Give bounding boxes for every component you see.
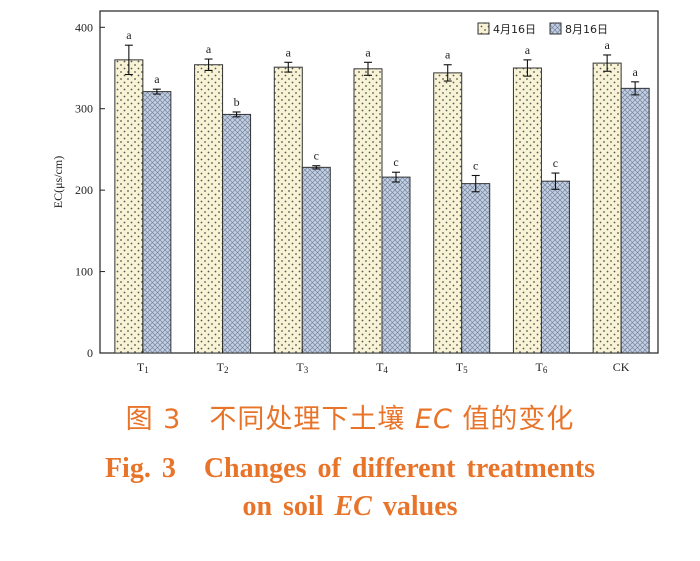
y-tick-label: 100 — [75, 265, 93, 279]
significance-letter: a — [286, 45, 292, 59]
bar-apr16 — [194, 64, 224, 354]
caption-english-line2: on soil EC values — [0, 491, 700, 523]
bar-aug16 — [381, 176, 411, 354]
legend-swatch — [477, 22, 490, 35]
y-axis-title: EC(μs/cm) — [51, 156, 65, 208]
bar-apr16 — [433, 72, 463, 354]
caption-cn-suffix: 值的变化 — [452, 404, 575, 435]
bar-aug16 — [142, 91, 172, 354]
bar-aug16 — [301, 166, 331, 354]
bar-aug16 — [222, 113, 252, 354]
significance-letter: b — [234, 95, 240, 109]
x-tick-label: T1 — [137, 360, 149, 375]
caption-cn-ec: EC — [414, 404, 453, 435]
caption-en-ec: EC — [334, 491, 372, 522]
significance-letter: c — [393, 155, 398, 169]
bar-aug16 — [461, 183, 491, 354]
bar-chart: 0 100 200 300 400 EC(μs/cm) a a T1 a b T2 a c T3 a c T4 a c… — [51, 10, 659, 375]
x-tick-label: T2 — [217, 360, 229, 375]
significance-letter: a — [445, 48, 451, 62]
significance-letter: c — [473, 158, 478, 172]
y-tick-label: 0 — [87, 346, 93, 360]
legend-label: 4月16日 — [493, 23, 536, 36]
significance-letter: a — [126, 28, 132, 42]
x-tick-label: T3 — [296, 360, 308, 375]
significance-letter: a — [604, 38, 610, 52]
significance-letter: a — [632, 65, 638, 79]
bar-apr16 — [512, 67, 542, 354]
bar-apr16 — [114, 59, 144, 354]
caption-en-suffix: values — [371, 491, 458, 522]
bar-apr16 — [592, 62, 622, 354]
significance-letter: a — [154, 72, 160, 86]
x-tick-label: T5 — [456, 360, 468, 375]
significance-letter: a — [365, 45, 371, 59]
x-tick-label: CK — [613, 360, 630, 374]
caption-en-prefix: on soil — [242, 491, 335, 522]
caption-chinese: 图 3 不同处理下土壤 EC 值的变化 — [0, 397, 700, 436]
significance-letter: c — [314, 149, 319, 163]
caption-cn-prefix: 图 3 不同处理下土壤 — [125, 404, 415, 435]
significance-letter: c — [553, 156, 558, 170]
significance-letter: a — [206, 42, 212, 56]
x-tick-label: T4 — [376, 360, 388, 375]
y-tick-label: 400 — [75, 20, 93, 34]
legend-swatch — [549, 22, 562, 35]
y-tick-label: 200 — [75, 183, 93, 197]
significance-letter: a — [525, 43, 531, 57]
x-tick-label: T6 — [536, 360, 548, 375]
y-tick-label: 300 — [75, 102, 93, 116]
bar-apr16 — [353, 68, 383, 354]
legend-label: 8月16日 — [565, 23, 608, 36]
bar-aug16 — [620, 87, 650, 354]
bar-apr16 — [273, 66, 303, 354]
bar-aug16 — [540, 180, 570, 354]
caption-english-line1: Fig. 3 Changes of different treatments — [104, 453, 596, 484]
